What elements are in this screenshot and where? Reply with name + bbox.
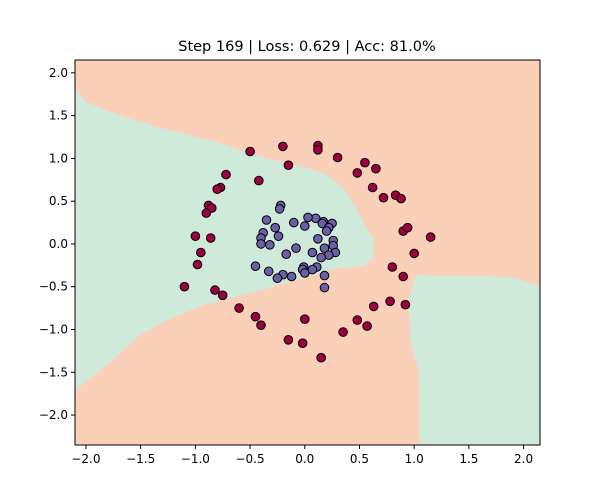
data-point-s1-22 bbox=[319, 243, 330, 253]
x-tick-label: 0.0 bbox=[295, 452, 314, 466]
y-axis: −2.0 −1.5 −1.0 −0.5 0.0 0.5 1.0 1.5 2.0 bbox=[39, 66, 75, 422]
data-point-s1-37 bbox=[319, 270, 330, 281]
data-point-s1-38 bbox=[272, 273, 283, 284]
inner-class-region-1 bbox=[408, 275, 540, 445]
data-point-s0-6 bbox=[360, 157, 370, 168]
data-point-s0-27 bbox=[192, 259, 203, 270]
data-point-s1-4 bbox=[261, 215, 272, 225]
data-point-s1-13 bbox=[321, 226, 332, 236]
data-point-s0-36 bbox=[368, 301, 379, 312]
inner-class-region-0 bbox=[75, 89, 375, 391]
x-tick-label: 1.0 bbox=[405, 452, 424, 466]
data-point-s0-35 bbox=[400, 299, 411, 310]
y-tick-label: 1.5 bbox=[49, 109, 68, 123]
y-tick-label: 1.0 bbox=[49, 151, 68, 165]
plot-frame bbox=[74, 59, 541, 446]
data-point-s1-19 bbox=[265, 240, 275, 250]
x-tick-label: −1.5 bbox=[126, 452, 155, 466]
data-point-s0-42 bbox=[338, 327, 348, 337]
data-point-s1-28 bbox=[250, 261, 261, 272]
y-tick-label: −1.0 bbox=[39, 323, 68, 337]
data-point-s0-44 bbox=[297, 338, 308, 349]
x-tick-label: 1.5 bbox=[459, 452, 478, 466]
x-tick-label: −0.5 bbox=[235, 452, 264, 466]
y-tick-label: −2.0 bbox=[39, 408, 68, 422]
data-point-s0-25 bbox=[196, 247, 206, 258]
x-tick-label: −2.0 bbox=[71, 452, 100, 466]
x-tick-label: 0.5 bbox=[350, 452, 369, 466]
data-point-s0-37 bbox=[250, 311, 261, 322]
decision-regions bbox=[75, 89, 540, 445]
data-point-s1-6 bbox=[289, 217, 299, 228]
data-point-s1-1 bbox=[274, 204, 285, 214]
data-point-s0-22 bbox=[190, 231, 201, 241]
y-tick-label: 0.0 bbox=[49, 237, 68, 251]
data-point-s0-10 bbox=[253, 175, 264, 186]
data-point-s0-40 bbox=[256, 320, 266, 331]
data-point-s1-20 bbox=[256, 239, 266, 249]
data-point-s1-39 bbox=[319, 282, 330, 293]
data-point-s1-23 bbox=[307, 247, 318, 258]
data-point-s1-7 bbox=[317, 218, 328, 229]
data-point-s0-4 bbox=[283, 160, 294, 170]
data-point-s0-15 bbox=[396, 193, 406, 204]
data-point-s0-43 bbox=[283, 335, 294, 345]
data-point-s1-14 bbox=[273, 231, 284, 241]
data-point-s1-16 bbox=[313, 234, 323, 244]
x-axis: −2.0 −1.5 −1.0 −0.5 0.0 0.5 1.0 1.5 2.0 bbox=[71, 445, 533, 466]
data-point-s1-27 bbox=[316, 252, 327, 263]
data-point-s1-9 bbox=[300, 221, 310, 231]
data-point-s1-5 bbox=[303, 212, 313, 223]
plot-area bbox=[74, 59, 541, 446]
y-tick-label: −0.5 bbox=[39, 280, 68, 294]
y-tick-label: 0.5 bbox=[49, 194, 68, 208]
data-point-s1-11 bbox=[270, 222, 281, 233]
data-point-s0-19 bbox=[201, 208, 212, 218]
data-point-s0-34 bbox=[385, 296, 395, 307]
data-point-s0-24 bbox=[425, 232, 436, 242]
data-point-s0-12 bbox=[212, 184, 222, 194]
data-point-s0-3 bbox=[245, 146, 255, 157]
y-tick-label: 2.0 bbox=[49, 66, 68, 80]
data-point-s1-33 bbox=[263, 266, 274, 277]
y-tick-label: −1.5 bbox=[39, 365, 68, 379]
chart-title: Step 169 | Loss: 0.629 | Acc: 81.0% bbox=[178, 39, 435, 55]
data-point-s0-32 bbox=[217, 290, 228, 301]
data-point-s0-28 bbox=[387, 262, 398, 272]
data-point-s0-2 bbox=[313, 145, 323, 155]
data-point-s1-36 bbox=[307, 264, 318, 275]
data-point-s0-8 bbox=[352, 168, 363, 178]
data-point-s0-39 bbox=[300, 314, 310, 325]
data-point-s0-16 bbox=[378, 192, 389, 203]
x-tick-label: −1.0 bbox=[181, 452, 210, 466]
data-point-s0-21 bbox=[402, 222, 413, 233]
data-points bbox=[179, 140, 436, 363]
data-point-s0-45 bbox=[316, 352, 327, 363]
data-point-s0-30 bbox=[179, 281, 190, 292]
data-point-s0-1 bbox=[278, 141, 288, 152]
data-point-s1-35 bbox=[286, 271, 297, 282]
data-point-s0-29 bbox=[398, 271, 409, 282]
data-point-s1-25 bbox=[281, 249, 292, 259]
data-point-s1-21 bbox=[291, 243, 301, 253]
data-point-s0-33 bbox=[234, 303, 244, 313]
data-point-s0-9 bbox=[221, 169, 231, 180]
data-point-s0-5 bbox=[332, 152, 343, 163]
data-point-s0-23 bbox=[205, 233, 216, 243]
data-point-s0-31 bbox=[210, 285, 220, 295]
data-point-s0-41 bbox=[362, 321, 372, 331]
data-point-s0-38 bbox=[352, 315, 363, 325]
data-point-s0-7 bbox=[371, 163, 381, 174]
data-point-s0-13 bbox=[367, 182, 378, 193]
x-tick-label: 2.0 bbox=[514, 452, 533, 466]
data-point-s0-26 bbox=[409, 248, 420, 259]
